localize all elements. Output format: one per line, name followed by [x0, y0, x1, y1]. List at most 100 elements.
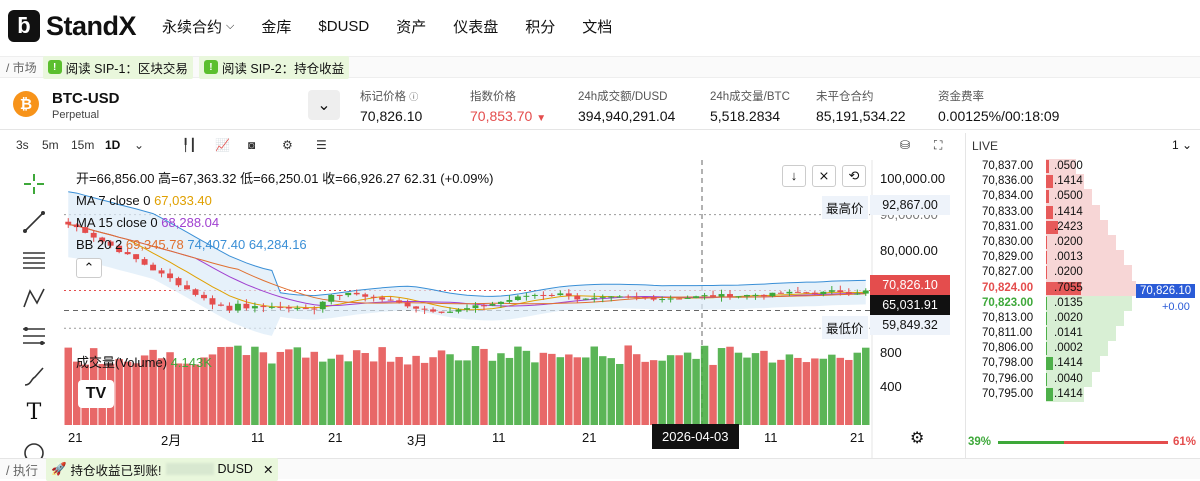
volume-bar [378, 347, 386, 425]
nav-vault[interactable]: 金库 [261, 18, 292, 36]
candle-body [667, 298, 674, 300]
bid-row[interactable]: 70,796.00 .0040 [966, 371, 1200, 387]
price-chart[interactable] [64, 160, 954, 458]
candle-body [209, 298, 216, 305]
settings-icon[interactable]: ⚙ [282, 138, 293, 152]
ask-row[interactable]: 70,833.00 .1414 [966, 204, 1200, 220]
volume-bar [327, 358, 335, 425]
volume-bar [828, 354, 836, 425]
depth-select[interactable]: 1 ⌄ [1172, 138, 1193, 152]
trendline-icon[interactable] [20, 210, 48, 234]
ask-row[interactable]: 70,831.00 .2423 [966, 219, 1200, 235]
ask-row[interactable]: 70,834.00 .0500 [966, 189, 1200, 205]
bid-row[interactable]: 70,806.00 .0002 [966, 341, 1200, 357]
brush-icon[interactable] [20, 364, 48, 388]
bb-value-3: 64,284.16 [248, 237, 307, 252]
interval-1d[interactable]: 1D [105, 138, 121, 152]
volume-bar [632, 354, 641, 425]
volume-bar [471, 346, 480, 425]
volume-bar [760, 350, 768, 425]
indicators-icon[interactable]: 📈 [215, 138, 230, 152]
ask-row[interactable]: 70,836.00 .1414 [966, 174, 1200, 190]
quantity: .1414 [1054, 205, 1083, 218]
ask-row[interactable]: 70,837.00 .0500 [966, 159, 1200, 175]
reset-chart-button[interactable]: ⟲ [842, 165, 866, 187]
ask-row[interactable]: 70,830.00 .0200 [966, 234, 1200, 251]
ask-row[interactable]: 70,827.00 .0200 [966, 265, 1200, 281]
candle-body [701, 295, 708, 297]
database-icon[interactable]: ⛁ [900, 138, 911, 152]
volume-bar [692, 358, 700, 425]
candle-type-icon[interactable]: ╿┃ [182, 138, 197, 152]
candle-body [277, 306, 284, 308]
nav-points[interactable]: 积分 [525, 18, 556, 36]
candle-body [141, 259, 148, 265]
yield-notification[interactable]: 🚀 持仓收益已到账! DUSD ✕ [45, 457, 279, 481]
ask-row[interactable]: 70,824.00 .7055 [966, 280, 1200, 296]
qty-bar [1046, 235, 1047, 249]
symbol-dropdown-button[interactable]: ⌄ [308, 90, 340, 120]
candle-body [676, 298, 683, 300]
chart-settings-icon[interactable]: ⚙ [910, 430, 925, 447]
volume-bar [726, 346, 734, 425]
candle-body [184, 285, 190, 290]
price: 70,833.00 [982, 205, 1034, 218]
horizontal-lines-icon[interactable] [20, 248, 48, 272]
scroll-down-button[interactable]: ↓ [782, 165, 806, 187]
announcement-bar: / 市场 ! 阅读 SIP-1：区块交易 ! 阅读 SIP-2：持仓收益 [0, 55, 1200, 79]
emoji-icon[interactable] [20, 438, 48, 462]
volume-bar [454, 360, 463, 425]
interval-chevron-icon[interactable]: ⌄ [134, 138, 145, 152]
collapse-button[interactable]: ⨯ [812, 165, 836, 187]
candle-body [684, 297, 691, 299]
interval-15m[interactable]: 15m [71, 138, 95, 152]
fullscreen-icon[interactable]: ⛶ [934, 137, 943, 152]
sip1-link[interactable]: ! 阅读 SIP-1：区块交易 [42, 55, 193, 79]
nav-dashboard[interactable]: 仪表盘 [453, 18, 499, 36]
volume-bar [140, 355, 149, 425]
candle-body [302, 308, 309, 310]
text-tool-icon[interactable]: T [26, 399, 42, 425]
fib-icon[interactable] [20, 324, 48, 348]
volume-bar [302, 357, 310, 425]
depth-bar [1046, 219, 1108, 235]
interval-3s[interactable]: 3s [16, 138, 29, 152]
quantity: .0002 [1054, 342, 1083, 355]
bid-row[interactable]: 70,823.00 .0135 [966, 295, 1200, 311]
candle-body [769, 292, 776, 297]
close-icon[interactable]: ✕ [262, 462, 274, 477]
camera-icon[interactable]: ◙ [248, 138, 256, 152]
bid-row[interactable]: 70,798.00 .1414 [966, 356, 1200, 372]
sip2-link[interactable]: ! 阅读 SIP-2：持仓收益 [198, 55, 350, 79]
qty-bar [1046, 311, 1047, 325]
nav-assets[interactable]: 资产 [396, 18, 427, 36]
nav-perpetual[interactable]: 永续合约 ⌵ [162, 18, 235, 36]
volume-bar [514, 346, 522, 425]
crosshair-icon[interactable] [20, 172, 48, 196]
volume-bar [369, 361, 378, 425]
candle-body [234, 303, 241, 311]
volume-bar [862, 347, 870, 425]
collapse-legend-button[interactable]: ⌃ [76, 258, 102, 278]
bid-row[interactable]: 70,795.00 .1414 [966, 386, 1200, 402]
nav-docs[interactable]: 文档 [582, 18, 613, 36]
interval-5m[interactable]: 5m [42, 138, 59, 152]
volume-bar [319, 361, 327, 425]
pattern-icon[interactable] [20, 286, 48, 310]
volume-bar [624, 345, 632, 425]
nav-dusd[interactable]: $DUSD [318, 17, 370, 35]
ask-row[interactable]: 70,829.00 .0013 [966, 250, 1200, 266]
volume-bar [242, 355, 251, 425]
list-icon[interactable]: ☰ [316, 138, 327, 152]
funding-rate: 资金费率 0.00125%/00:18:09 [938, 91, 1060, 124]
candle-body [124, 252, 131, 255]
volume-bar [200, 357, 208, 425]
bid-row[interactable]: 70,811.00 .0141 [966, 326, 1200, 342]
qty-bar [1046, 327, 1047, 341]
candle-body [650, 297, 657, 300]
price: 70,798.00 [982, 357, 1034, 370]
brand-logo[interactable]: ƃ StandX [8, 10, 137, 42]
volume-bar [522, 350, 531, 425]
bid-row[interactable]: 70,813.00 .0020 [966, 310, 1200, 327]
volume-bar [293, 347, 302, 425]
